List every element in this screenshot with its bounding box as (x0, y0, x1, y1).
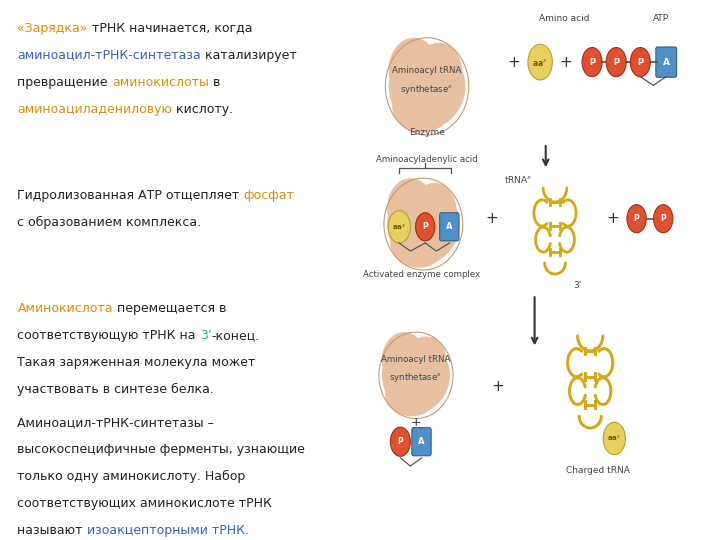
Circle shape (582, 48, 602, 77)
Circle shape (603, 422, 626, 455)
Text: фосфат: фосфат (243, 189, 294, 202)
Ellipse shape (415, 43, 462, 101)
Ellipse shape (384, 358, 418, 401)
Text: +: + (559, 55, 572, 70)
Text: соответствующую тРНК на: соответствующую тРНК на (17, 329, 200, 342)
Text: аминоациладениловую: аминоациладениловую (17, 103, 173, 116)
Text: P: P (634, 214, 639, 223)
Text: высокоспецифичные ферменты, узнающие: высокоспецифичные ферменты, узнающие (17, 443, 305, 456)
Text: Enzyme: Enzyme (409, 128, 445, 137)
Text: перемещается в: перемещается в (113, 302, 226, 315)
Text: P: P (589, 58, 595, 66)
Text: аминоацил-тРНК-синтетаза: аминоацил-тРНК-синтетаза (17, 49, 201, 62)
Text: -конец.: -конец. (212, 329, 260, 342)
Text: 3': 3' (573, 281, 581, 289)
Text: в: в (209, 76, 220, 89)
Ellipse shape (389, 45, 465, 128)
Text: P: P (397, 437, 403, 446)
Text: +: + (491, 379, 504, 394)
Text: называют: называют (17, 524, 87, 537)
Ellipse shape (392, 79, 452, 132)
Ellipse shape (384, 369, 438, 416)
Text: Аминокислота: Аминокислота (17, 302, 113, 315)
Text: P: P (423, 222, 428, 231)
Text: «Зарядка»: «Зарядка» (17, 22, 88, 35)
Text: Charged tRNA: Charged tRNA (566, 467, 629, 475)
Text: Amino acid: Amino acid (539, 15, 590, 23)
Circle shape (627, 205, 647, 233)
Text: Такая заряженная молекула может: Такая заряженная молекула может (17, 356, 256, 369)
Text: synthetase$^x$: synthetase$^x$ (400, 83, 454, 96)
Text: только одну аминокислоту. Набор: только одну аминокислоту. Набор (17, 470, 246, 483)
Ellipse shape (390, 206, 425, 252)
Text: aa$^x$: aa$^x$ (532, 57, 548, 68)
Text: участвовать в синтезе белка.: участвовать в синтезе белка. (17, 383, 215, 396)
Text: tRNA$^x$: tRNA$^x$ (503, 174, 532, 185)
Text: P: P (637, 58, 644, 66)
Text: с образованием комплекса.: с образованием комплекса. (17, 216, 202, 229)
Circle shape (654, 205, 673, 233)
Text: Aminoacyl tRNA: Aminoacyl tRNA (382, 355, 451, 363)
Text: 3’: 3’ (200, 329, 212, 342)
Text: Activated enzyme complex: Activated enzyme complex (363, 270, 480, 279)
Ellipse shape (389, 38, 438, 101)
Text: Aminoacyl tRNA: Aminoacyl tRNA (392, 66, 462, 75)
Text: Aminoacyladenylic acid: Aminoacyladenylic acid (376, 155, 478, 164)
Ellipse shape (382, 332, 426, 388)
Circle shape (388, 211, 410, 243)
Ellipse shape (413, 211, 454, 261)
Ellipse shape (420, 206, 455, 252)
Text: +: + (410, 416, 421, 429)
Text: P: P (660, 214, 666, 223)
Ellipse shape (424, 67, 461, 116)
Ellipse shape (387, 178, 434, 238)
Text: соответствующих аминокислоте тРНК: соответствующих аминокислоте тРНК (17, 497, 272, 510)
Ellipse shape (413, 358, 446, 401)
Ellipse shape (415, 72, 459, 125)
Text: Гидролизованная АТР отщепляет: Гидролизованная АТР отщепляет (17, 189, 243, 202)
Text: аминокислоты: аминокислоты (112, 76, 209, 89)
Ellipse shape (382, 339, 450, 412)
Text: aa$^x$: aa$^x$ (392, 222, 407, 232)
Text: +: + (508, 55, 521, 70)
Text: кислоту.: кислоту. (173, 103, 233, 116)
Circle shape (606, 48, 626, 77)
Ellipse shape (387, 185, 459, 263)
Ellipse shape (405, 336, 447, 388)
Text: synthetase$^x$: synthetase$^x$ (390, 372, 443, 384)
Text: ATP: ATP (652, 15, 669, 23)
FancyBboxPatch shape (412, 428, 431, 456)
FancyBboxPatch shape (440, 213, 459, 241)
FancyBboxPatch shape (656, 47, 677, 77)
Text: изоакцепторными тРНК.: изоакцепторными тРНК. (87, 524, 249, 537)
Circle shape (415, 213, 435, 241)
Text: катализирует: катализирует (201, 49, 297, 62)
Text: aa$^x$: aa$^x$ (607, 434, 621, 443)
Text: P: P (613, 58, 619, 66)
Ellipse shape (392, 67, 428, 116)
Ellipse shape (413, 183, 456, 238)
Text: тРНК начинается, когда: тРНК начинается, когда (88, 22, 252, 35)
Text: +: + (485, 211, 498, 226)
Text: Аминоацил-тРНК-синтетазы –: Аминоацил-тРНК-синтетазы – (17, 416, 215, 429)
Circle shape (630, 48, 650, 77)
Ellipse shape (405, 362, 444, 410)
Text: A: A (418, 437, 425, 446)
Circle shape (390, 427, 410, 456)
Text: превращение: превращение (17, 76, 112, 89)
Text: +: + (606, 211, 619, 226)
Text: A: A (662, 58, 670, 66)
Circle shape (528, 44, 552, 80)
Text: A: A (446, 222, 453, 231)
Ellipse shape (390, 217, 447, 268)
